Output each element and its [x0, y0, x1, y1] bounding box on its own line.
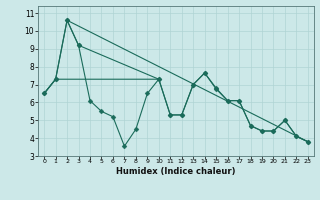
X-axis label: Humidex (Indice chaleur): Humidex (Indice chaleur)	[116, 167, 236, 176]
